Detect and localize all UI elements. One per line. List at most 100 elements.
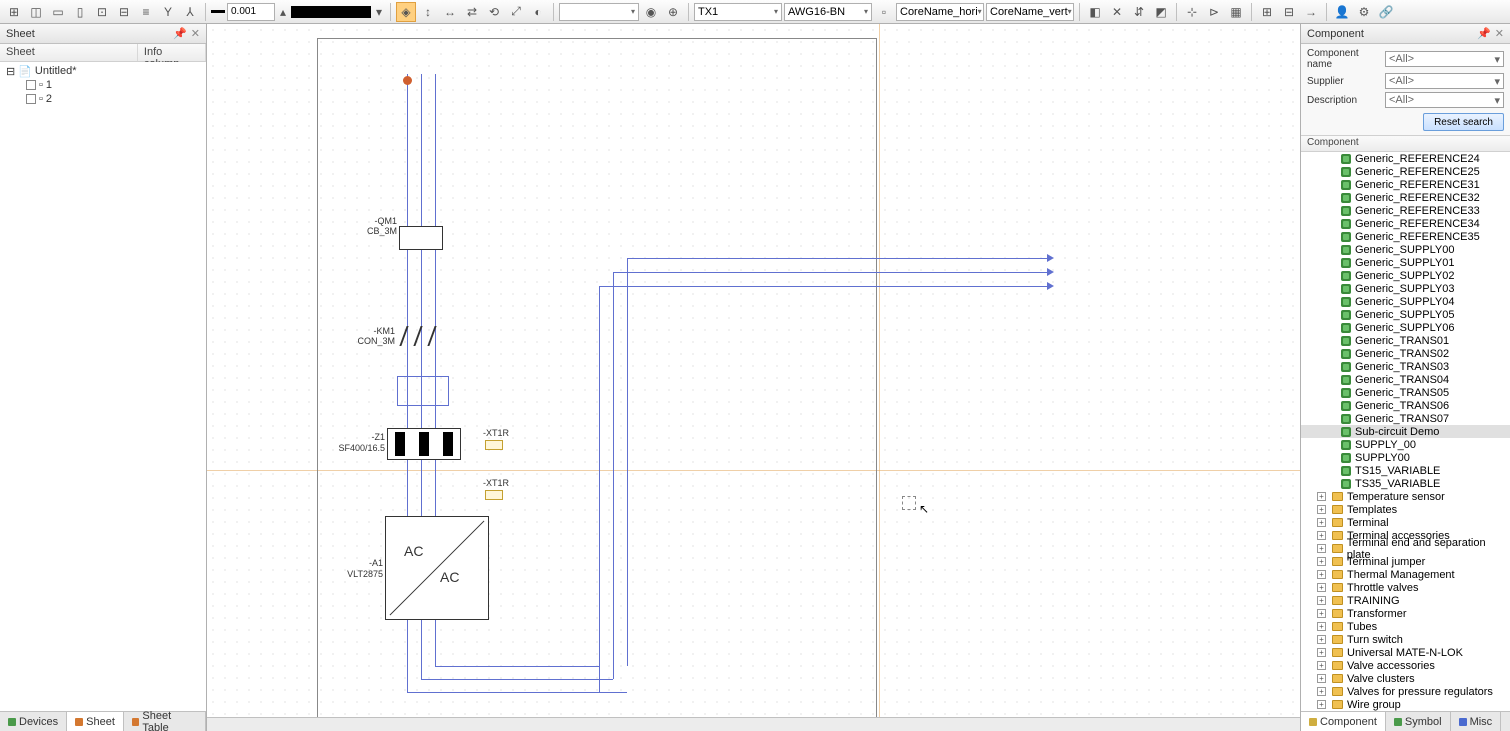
tool-btn-a1[interactable]: ↕ bbox=[418, 2, 438, 22]
component-folder[interactable]: +Templates bbox=[1301, 503, 1510, 516]
panel-close-icon[interactable]: ✕ bbox=[191, 27, 200, 40]
component-leaf[interactable]: Generic_REFERENCE35 bbox=[1301, 230, 1510, 243]
tool-btn-f3[interactable]: → bbox=[1301, 2, 1321, 22]
tool-btn-f1[interactable]: ⊞ bbox=[1257, 2, 1277, 22]
schematic-canvas[interactable]: -QM1 CB_3M -KM1 CON_3M -Z1 SF400/16.5 -X… bbox=[207, 24, 1300, 717]
coreh-dd[interactable]: CoreName_hori▾ bbox=[896, 3, 984, 21]
comp-a1[interactable]: AC AC bbox=[385, 516, 489, 620]
component-folder[interactable]: +Universal MATE-N-LOK bbox=[1301, 646, 1510, 659]
spin-up-down[interactable]: ▴ bbox=[277, 2, 289, 22]
component-leaf[interactable]: Generic_REFERENCE31 bbox=[1301, 178, 1510, 191]
expand-icon[interactable]: + bbox=[1317, 609, 1326, 618]
component-leaf[interactable]: Generic_REFERENCE25 bbox=[1301, 165, 1510, 178]
tool-btn-d1[interactable]: ◧ bbox=[1085, 2, 1105, 22]
tool-btn-7[interactable]: ≡ bbox=[136, 2, 156, 22]
component-folder[interactable]: +Terminal end and separation plate bbox=[1301, 542, 1510, 555]
component-leaf[interactable]: Generic_SUPPLY02 bbox=[1301, 269, 1510, 282]
layer-dd[interactable]: ▾ bbox=[559, 3, 639, 21]
wire-dd[interactable]: AWG16-BN▾ bbox=[784, 3, 872, 21]
expand-icon[interactable]: + bbox=[1317, 583, 1326, 592]
canvas-hscroll[interactable] bbox=[207, 717, 1300, 731]
component-folder[interactable]: +Tubes bbox=[1301, 620, 1510, 633]
tool-btn-e1[interactable]: ⊹ bbox=[1182, 2, 1202, 22]
component-tree[interactable]: Generic_REFERENCE24Generic_REFERENCE25Ge… bbox=[1301, 152, 1510, 711]
tab-sheet[interactable]: Sheet bbox=[67, 712, 124, 731]
terminal-xt1r-a[interactable] bbox=[485, 440, 503, 450]
page2-checkbox[interactable] bbox=[26, 94, 36, 104]
tool-btn-d4[interactable]: ◩ bbox=[1151, 2, 1171, 22]
component-leaf[interactable]: Generic_SUPPLY05 bbox=[1301, 308, 1510, 321]
component-folder[interactable]: +Terminal bbox=[1301, 516, 1510, 529]
tool-btn-a6[interactable]: ◐ bbox=[528, 2, 548, 22]
tool-btn-e3[interactable]: ▦ bbox=[1226, 2, 1246, 22]
text-dd[interactable]: TX1▾ bbox=[694, 3, 782, 21]
sheet-tree[interactable]: ⊟ 📄 Untitled* ▫ 1 ▫ 2 bbox=[0, 62, 206, 711]
tool-btn-1[interactable]: ⊞ bbox=[4, 2, 24, 22]
tool-btn-a2[interactable]: ↔ bbox=[440, 2, 460, 22]
component-folder[interactable]: +Wire group bbox=[1301, 698, 1510, 711]
component-leaf[interactable]: TS15_VARIABLE bbox=[1301, 464, 1510, 477]
component-leaf[interactable]: Generic_TRANS06 bbox=[1301, 399, 1510, 412]
expand-icon[interactable]: + bbox=[1317, 492, 1326, 501]
dd-supplier[interactable]: <All>▾ bbox=[1385, 73, 1504, 89]
page1-checkbox[interactable] bbox=[26, 80, 36, 90]
tool-btn-d2[interactable]: ✕ bbox=[1107, 2, 1127, 22]
panel-pin-icon[interactable]: 📌 bbox=[173, 27, 187, 40]
tool-btn-2[interactable]: ◫ bbox=[26, 2, 46, 22]
tool-btn-a4[interactable]: ⟲ bbox=[484, 2, 504, 22]
component-leaf[interactable]: Generic_TRANS02 bbox=[1301, 347, 1510, 360]
rpanel-pin-icon[interactable]: 📌 bbox=[1477, 27, 1491, 40]
tree-page-1[interactable]: ▫ 1 bbox=[0, 78, 206, 92]
expand-icon[interactable]: + bbox=[1317, 700, 1326, 709]
snap-btn[interactable]: ◈ bbox=[396, 2, 416, 22]
component-leaf[interactable]: SUPPLY00 bbox=[1301, 451, 1510, 464]
line-style-preview[interactable] bbox=[291, 6, 371, 18]
tool-btn-e2[interactable]: ⊳ bbox=[1204, 2, 1224, 22]
expand-icon[interactable]: + bbox=[1317, 505, 1326, 514]
tool-btn-5[interactable]: ⊡ bbox=[92, 2, 112, 22]
tool-btn-c1[interactable]: ▫ bbox=[874, 2, 894, 22]
tool-btn-b2[interactable]: ⊕ bbox=[663, 2, 683, 22]
component-leaf[interactable]: Generic_REFERENCE33 bbox=[1301, 204, 1510, 217]
component-folder[interactable]: +Throttle valves bbox=[1301, 581, 1510, 594]
tab-devices[interactable]: Devices bbox=[0, 712, 67, 731]
component-leaf[interactable]: Generic_SUPPLY01 bbox=[1301, 256, 1510, 269]
expand-icon[interactable]: + bbox=[1317, 557, 1326, 566]
component-leaf[interactable]: Generic_REFERENCE34 bbox=[1301, 217, 1510, 230]
component-folder[interactable]: +Turn switch bbox=[1301, 633, 1510, 646]
component-folder[interactable]: +Transformer bbox=[1301, 607, 1510, 620]
component-leaf[interactable]: Generic_TRANS05 bbox=[1301, 386, 1510, 399]
tool-btn-4[interactable]: ▯ bbox=[70, 2, 90, 22]
comp-km1[interactable] bbox=[399, 326, 443, 346]
tab-sheet-table[interactable]: Sheet Table bbox=[124, 712, 206, 731]
expand-icon[interactable]: + bbox=[1317, 674, 1326, 683]
rtab-component[interactable]: Component bbox=[1301, 712, 1386, 731]
component-leaf[interactable]: Generic_TRANS03 bbox=[1301, 360, 1510, 373]
component-folder[interactable]: +Valves for pressure regulators bbox=[1301, 685, 1510, 698]
expand-icon[interactable]: + bbox=[1317, 544, 1326, 553]
component-leaf[interactable]: Generic_REFERENCE24 bbox=[1301, 152, 1510, 165]
component-folder[interactable]: +Valve accessories bbox=[1301, 659, 1510, 672]
tool-btn-b1[interactable]: ◉ bbox=[641, 2, 661, 22]
component-leaf[interactable]: Generic_SUPPLY04 bbox=[1301, 295, 1510, 308]
comp-qm1[interactable] bbox=[399, 226, 443, 250]
component-folder[interactable]: +TRAINING bbox=[1301, 594, 1510, 607]
reset-search-button[interactable]: Reset search bbox=[1423, 113, 1504, 131]
tool-btn-g2[interactable]: ⚙ bbox=[1354, 2, 1374, 22]
component-leaf[interactable]: Generic_TRANS01 bbox=[1301, 334, 1510, 347]
component-leaf[interactable]: Sub-circuit Demo bbox=[1301, 425, 1510, 438]
tool-btn-g1[interactable]: 👤 bbox=[1332, 2, 1352, 22]
component-folder[interactable]: +Valve clusters bbox=[1301, 672, 1510, 685]
rtab-symbol[interactable]: Symbol bbox=[1386, 712, 1451, 731]
component-leaf[interactable]: TS35_VARIABLE bbox=[1301, 477, 1510, 490]
rpanel-close-icon[interactable]: ✕ bbox=[1495, 27, 1504, 40]
expand-icon[interactable]: + bbox=[1317, 596, 1326, 605]
corev-dd[interactable]: CoreName_vert▾ bbox=[986, 3, 1074, 21]
tool-btn-3[interactable]: ▭ bbox=[48, 2, 68, 22]
expand-icon[interactable]: ⊟ bbox=[6, 65, 15, 78]
component-folder[interactable]: +Thermal Management bbox=[1301, 568, 1510, 581]
tool-btn-a3[interactable]: ⇄ bbox=[462, 2, 482, 22]
expand-icon[interactable]: + bbox=[1317, 635, 1326, 644]
tool-btn-d3[interactable]: ⇵ bbox=[1129, 2, 1149, 22]
component-leaf[interactable]: Generic_TRANS04 bbox=[1301, 373, 1510, 386]
